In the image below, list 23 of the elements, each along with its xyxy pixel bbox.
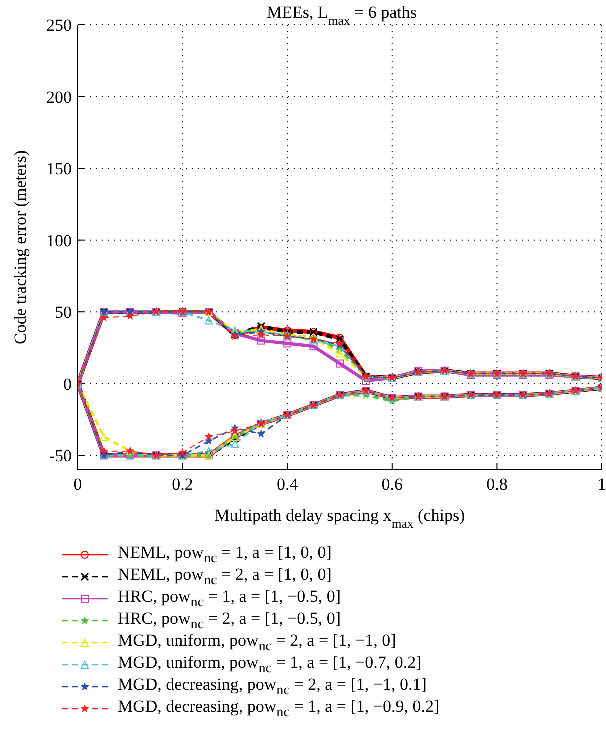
legend-label: HRC, pow$_{nc}$ = 2, a = [1, −0.5, 0] (118, 608, 341, 632)
legend-label: MGD, uniform, pow$_{nc}$ = 1, a = [1, −0.7, 0.2] (118, 652, 422, 676)
legend-label: MGD, decreasing, pow$_{nc}$ = 2, a = [1, −1, 0.1] (118, 674, 427, 698)
y-tick-label: 200 (46, 88, 72, 107)
x-tick-label: 0.4 (276, 475, 299, 494)
x-axis-title: Multipath delay spacing x$_{max}$ (chips) (214, 506, 466, 531)
chart-title: MEEs, L$_{max}$ = 6 paths (266, 3, 418, 28)
x-tick-label: 0.2 (172, 475, 194, 494)
legend-label: NEML, pow$_{nc}$ = 1, a = [1, 0, 0] (118, 542, 332, 566)
y-tick-label: 250 (46, 16, 72, 36)
x-tick-label: 0.6 (382, 475, 404, 494)
y-tick-label: -50 (49, 446, 72, 466)
legend-label: HRC, pow$_{nc}$ = 1, a = [1, −0.5, 0] (118, 586, 341, 610)
y-tick-label: 150 (46, 160, 72, 179)
x-tick-label: 1 (598, 475, 606, 494)
legend-label: MGD, uniform, pow$_{nc}$ = 2, a = [1, −1, 0] (118, 630, 396, 654)
y-tick-label: 0 (64, 374, 72, 394)
y-tick-label: 100 (46, 231, 72, 250)
legend-label: NEML, pow$_{nc}$ = 2, a = [1, 0, 0] (118, 564, 332, 588)
y-axis-title: Code tracking error (meters) (11, 150, 30, 344)
x-tick-label: 0.8 (486, 475, 508, 494)
legend-label: MGD, decreasing, pow$_{nc}$ = 1, a = [1, −0.9, 0.2] (118, 696, 440, 722)
y-tick-label: 50 (55, 303, 72, 322)
